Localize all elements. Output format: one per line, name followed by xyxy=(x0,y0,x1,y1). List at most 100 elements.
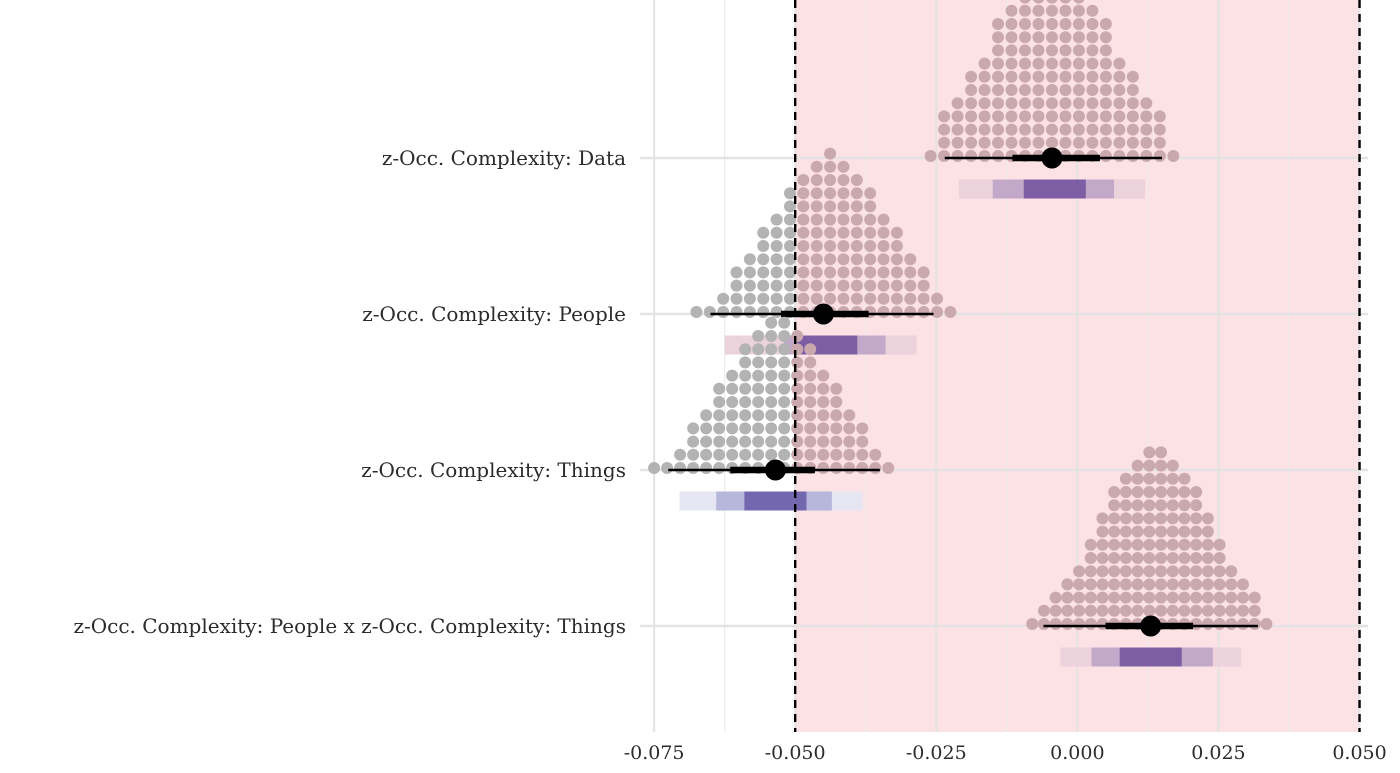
dot xyxy=(1019,44,1032,57)
dot xyxy=(1140,150,1153,162)
dot xyxy=(1099,123,1112,136)
dot xyxy=(1248,604,1261,617)
dot xyxy=(1140,136,1153,149)
dot xyxy=(869,462,882,474)
dot xyxy=(1059,57,1072,70)
dot xyxy=(904,253,917,266)
dot xyxy=(1113,70,1126,83)
dot xyxy=(1099,84,1112,96)
dot xyxy=(877,213,890,226)
dot xyxy=(730,306,743,318)
dot xyxy=(1190,525,1203,538)
dot xyxy=(778,409,791,422)
dot xyxy=(1084,591,1097,604)
dot xyxy=(674,462,687,474)
dot xyxy=(1099,110,1112,123)
dot xyxy=(917,266,930,279)
dot xyxy=(1113,97,1126,110)
dot xyxy=(817,409,830,422)
dot xyxy=(1046,0,1058,4)
dot xyxy=(1086,110,1099,123)
dot xyxy=(1213,591,1226,604)
dot xyxy=(1178,525,1191,538)
dot xyxy=(1236,604,1249,617)
dot xyxy=(1143,604,1156,617)
dot xyxy=(1086,136,1099,149)
dot xyxy=(1019,0,1031,4)
dot xyxy=(850,292,863,305)
dot xyxy=(797,213,810,226)
dot xyxy=(850,200,863,213)
dot xyxy=(765,422,778,435)
dot xyxy=(797,266,810,279)
dot xyxy=(824,240,837,252)
dot xyxy=(1045,123,1058,136)
dot xyxy=(1059,97,1072,110)
dot xyxy=(810,292,823,305)
dot xyxy=(757,226,770,239)
dot xyxy=(1166,578,1179,591)
dot xyxy=(1201,578,1214,591)
dot xyxy=(965,136,978,149)
dot xyxy=(1072,123,1085,136)
dot xyxy=(1045,84,1058,96)
dot xyxy=(890,226,903,239)
dot xyxy=(804,356,817,369)
dot xyxy=(1005,31,1018,44)
dot xyxy=(978,150,991,162)
dot xyxy=(1190,512,1203,525)
dot xyxy=(1045,136,1058,149)
dot xyxy=(1037,618,1050,630)
dot xyxy=(864,200,877,213)
dot xyxy=(837,200,850,213)
dot xyxy=(810,253,823,266)
dot xyxy=(770,306,783,318)
dot xyxy=(743,279,756,292)
dot xyxy=(869,448,882,461)
dot xyxy=(978,84,991,96)
dot xyxy=(1213,578,1226,591)
series-group xyxy=(924,0,1180,199)
dot xyxy=(1131,578,1144,591)
dot xyxy=(810,240,823,252)
dot xyxy=(1225,604,1238,617)
dot xyxy=(1140,97,1153,110)
dot xyxy=(1032,123,1045,136)
row-label: z-Occ. Complexity: Things xyxy=(361,458,626,482)
dot xyxy=(1213,604,1226,617)
dot xyxy=(877,240,890,252)
dot xyxy=(917,306,930,318)
dot xyxy=(778,382,791,395)
dot xyxy=(752,330,765,342)
dot xyxy=(1084,552,1097,564)
dot xyxy=(778,343,791,356)
dot xyxy=(1153,136,1166,149)
dot xyxy=(992,97,1005,110)
dot xyxy=(700,422,713,435)
dot xyxy=(843,435,856,448)
dot xyxy=(1032,97,1045,110)
dot xyxy=(1131,472,1144,485)
dot xyxy=(757,306,770,318)
dot xyxy=(1019,97,1032,110)
dot xyxy=(726,435,739,448)
dot xyxy=(1073,0,1085,4)
dot xyxy=(810,213,823,226)
dot xyxy=(765,330,778,342)
dot xyxy=(856,462,869,474)
dot xyxy=(1143,538,1156,551)
dot xyxy=(1113,150,1126,162)
dot xyxy=(1059,84,1072,96)
dot xyxy=(765,448,778,461)
dot xyxy=(674,448,687,461)
dot xyxy=(797,240,810,252)
dot xyxy=(951,136,964,149)
dot xyxy=(1190,578,1203,591)
dot xyxy=(824,226,837,239)
dot xyxy=(1225,591,1238,604)
dot xyxy=(804,396,817,408)
dot xyxy=(890,240,903,252)
dot xyxy=(1072,31,1085,44)
dot xyxy=(1166,525,1179,538)
